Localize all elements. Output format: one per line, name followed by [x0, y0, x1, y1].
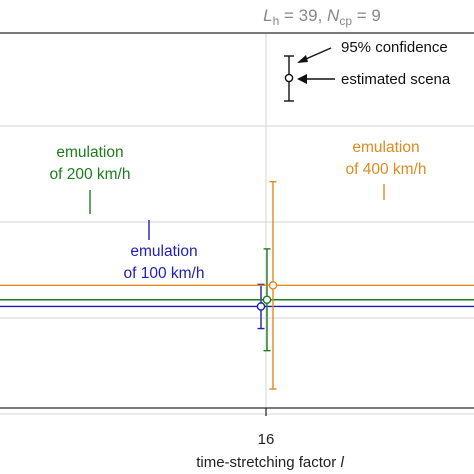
estimate-point: [262, 295, 272, 305]
estimate-point: [268, 281, 278, 290]
series-label: emulation: [130, 243, 197, 260]
legend-estimate-arrowhead: [297, 74, 307, 84]
legend-estimate-label: estimated scena: [341, 71, 451, 88]
series-label: emulation: [352, 139, 419, 156]
plot-frame: [0, 32, 474, 409]
legend-ci-arrowhead: [297, 55, 308, 63]
legend-ci-label: 95% confidence: [341, 39, 448, 56]
x-tick-label: 16: [258, 431, 275, 448]
series-label: of 400 km/h: [346, 161, 427, 178]
legend-estimate-marker: [284, 73, 294, 83]
title-l-rest: = 39,: [279, 6, 327, 25]
title-n-sub: cp: [339, 14, 352, 28]
gridlines: [0, 33, 474, 415]
legend: 95% confidence estimated scena: [284, 39, 451, 102]
title-n-rest: = 9: [352, 6, 381, 25]
x-axis-label: time-stretching factor l: [196, 454, 344, 471]
title-n: N: [327, 6, 340, 25]
title-l-sub: h: [273, 14, 280, 28]
x-axis-label-text: time-stretching factor: [196, 454, 340, 471]
x-axis-label-var: l: [340, 454, 344, 471]
series-label: of 200 km/h: [50, 166, 131, 183]
series-label: emulation: [56, 144, 123, 161]
plot-area: [0, 32, 474, 415]
chart-title: Lh = 39, Ncp = 9: [263, 6, 381, 28]
series-label: of 100 km/h: [124, 265, 205, 282]
title-l: L: [263, 6, 272, 25]
estimate-point: [256, 302, 266, 311]
